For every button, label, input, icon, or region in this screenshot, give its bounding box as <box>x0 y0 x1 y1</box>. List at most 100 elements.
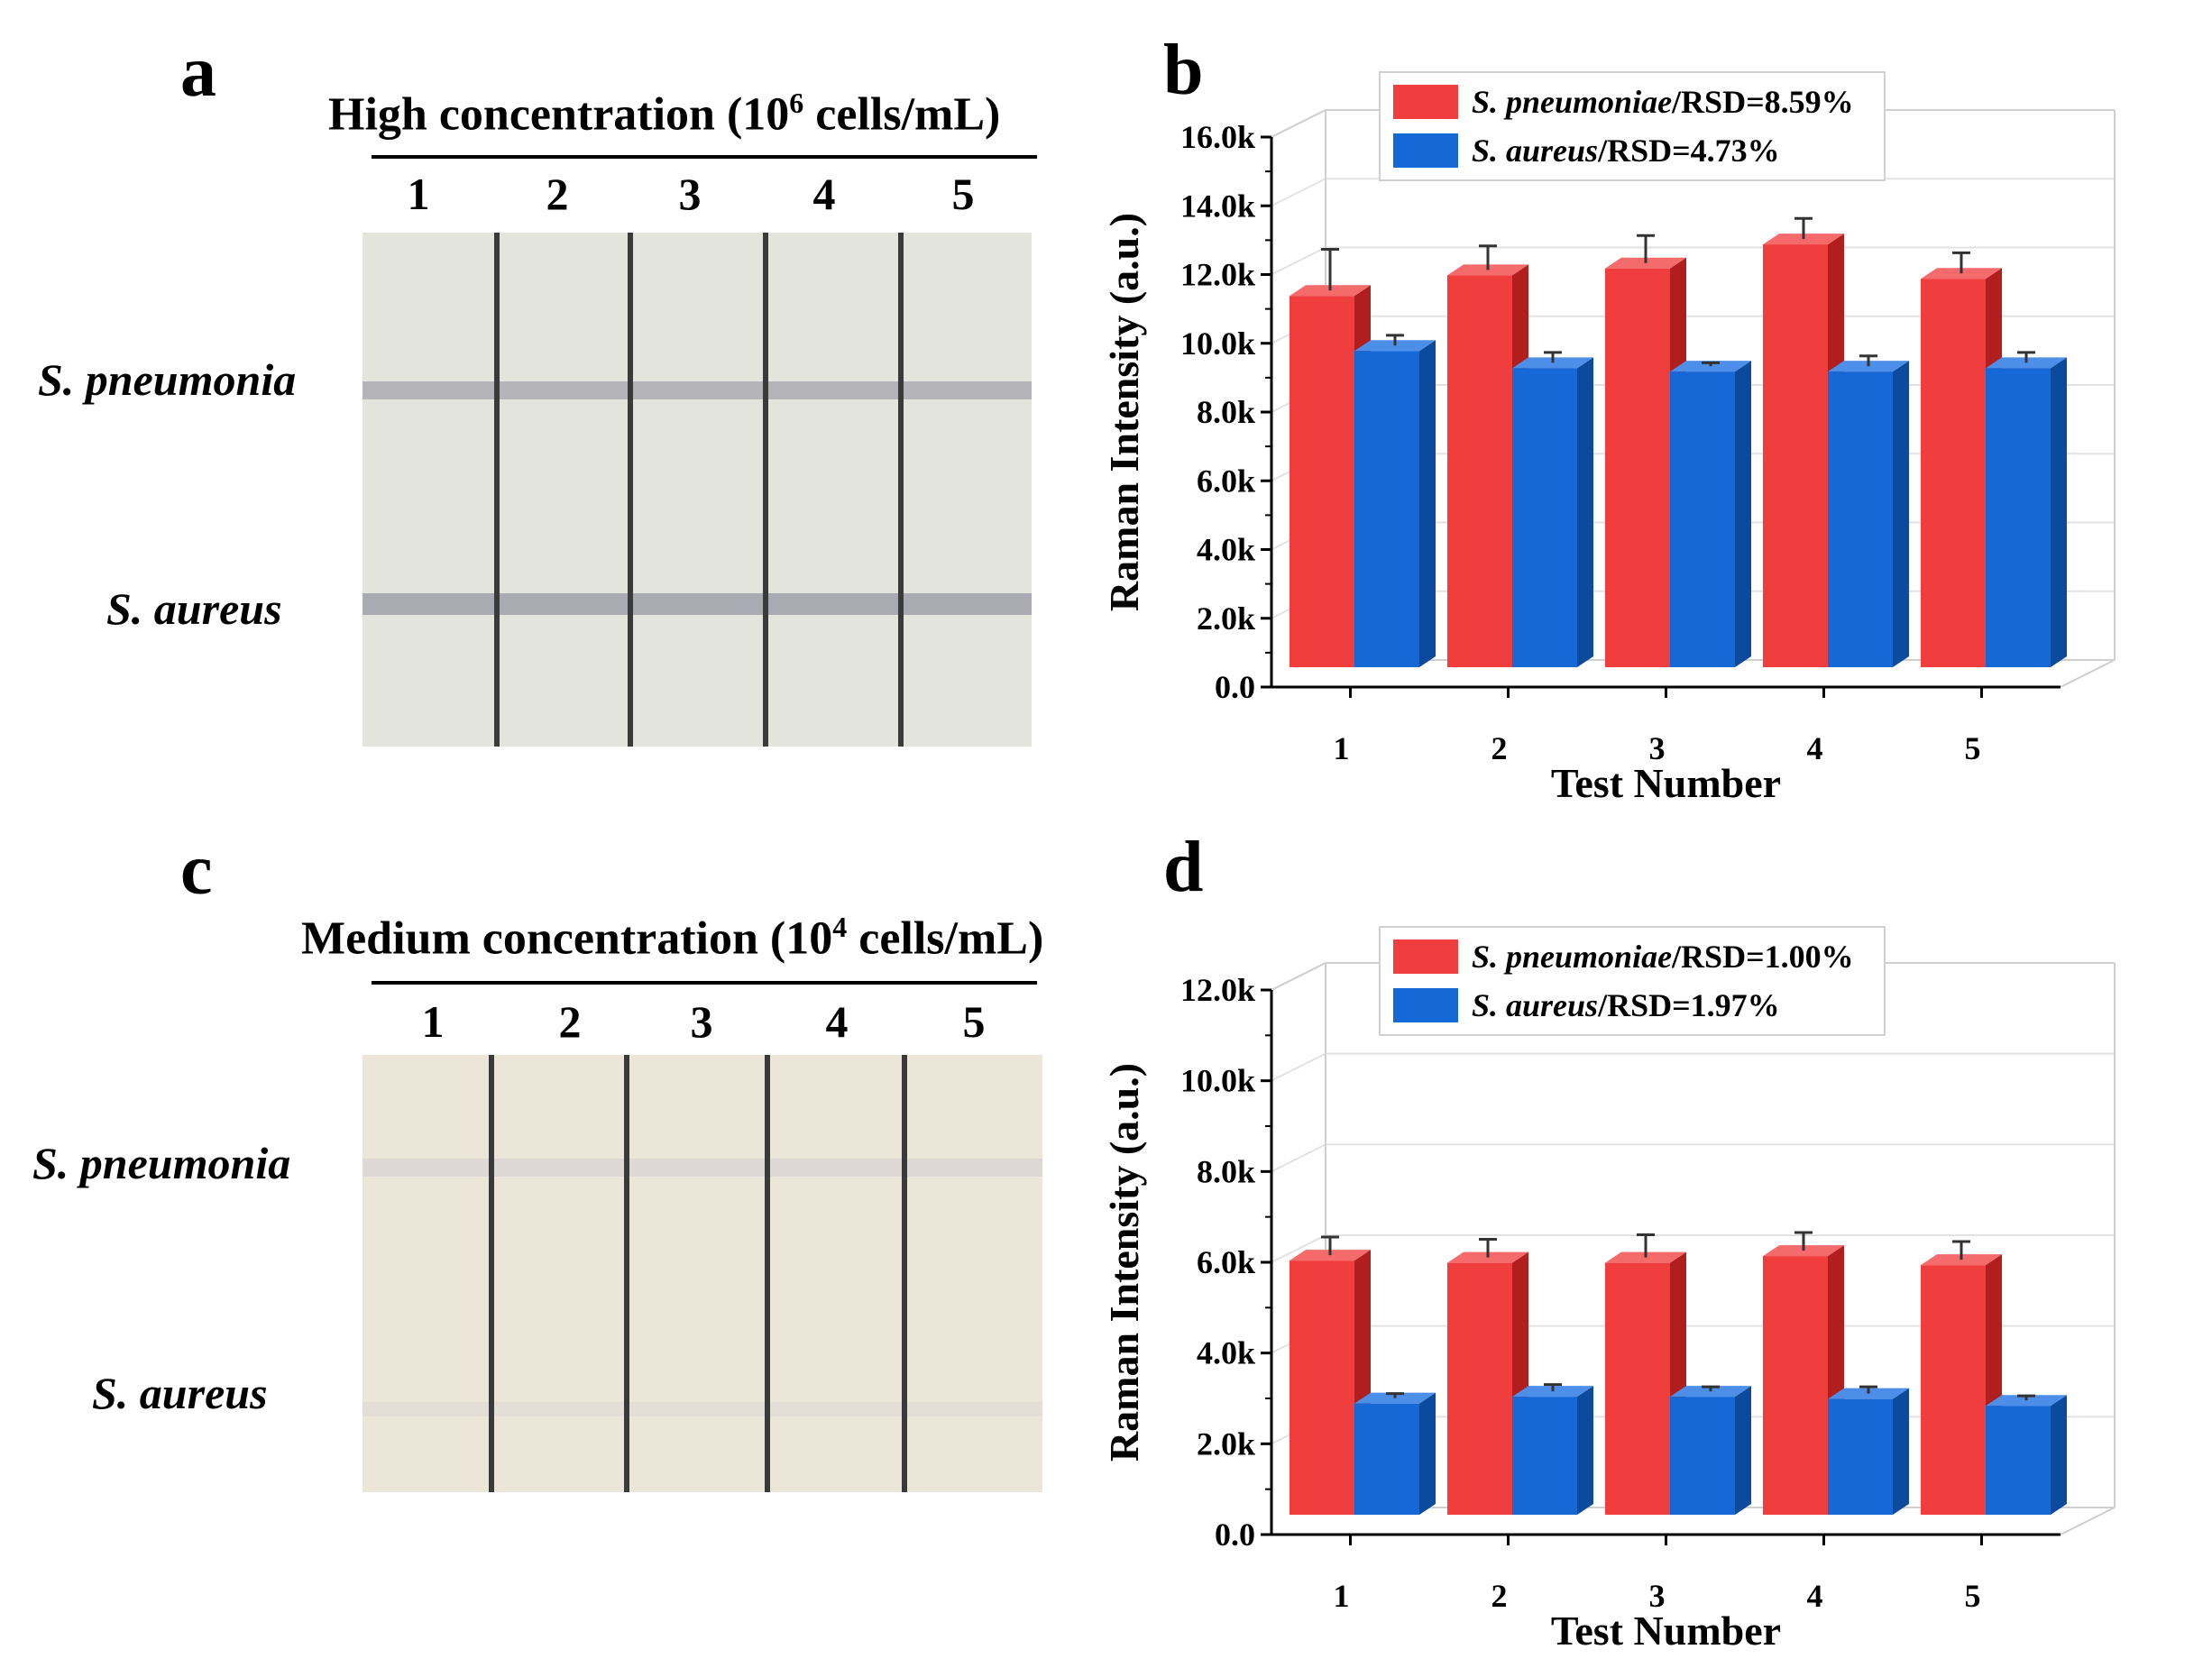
strip-c-row-label-pneumonia: S. pneumonia <box>32 1138 291 1188</box>
legend-swatch <box>1393 988 1458 1022</box>
gridline <box>1271 1143 1326 1173</box>
bar-side-face <box>2051 1395 2067 1515</box>
bar-s-pneumoniae <box>1763 1245 1844 1515</box>
bar-front-face <box>1763 244 1828 667</box>
bar-side-face <box>1577 1386 1593 1515</box>
legend-label: S. pneumoniae/RSD=1.00% <box>1472 939 1854 975</box>
strip-a-divider <box>628 233 633 747</box>
bar-front-face <box>1512 368 1577 667</box>
strip-c-title-sup: 4 <box>832 911 848 943</box>
bar-side-face <box>2051 357 2067 667</box>
legend-label-species: S. aureus <box>1472 987 1598 1023</box>
strip-a-title-end: cells/mL) <box>803 88 1001 141</box>
y-tick-label: 2.0k <box>1197 1425 1255 1462</box>
bar-front-face <box>1447 275 1512 667</box>
bar-front-face <box>1828 371 1893 667</box>
x-axis-label: Test Number <box>1551 760 1781 806</box>
bar-front-face <box>1763 1256 1828 1515</box>
y-tick-label: 6.0k <box>1197 463 1255 499</box>
y-tick-label: 10.0k <box>1180 325 1255 362</box>
side-wall-edge <box>1271 962 1326 991</box>
y-tick-label: 4.0k <box>1197 532 1255 568</box>
strip-c-row-label-aureus: S. aureus <box>92 1368 268 1418</box>
bar-front-face <box>1290 296 1354 667</box>
bar-s-aureus <box>1512 357 1593 667</box>
panel-letter-d: d <box>1163 828 1204 907</box>
bar-s-aureus <box>1670 1386 1751 1515</box>
strip-a-rule <box>372 155 1037 159</box>
panel-letter-a: a <box>180 32 216 112</box>
legend-label-rsd: /RSD=8.59% <box>1671 84 1854 120</box>
legend-label-species: S. pneumoniae <box>1472 939 1672 975</box>
bar-s-pneumoniae <box>1447 1251 1528 1515</box>
gridline <box>1271 1052 1326 1082</box>
bar-front-face <box>1986 1406 2051 1515</box>
strip-c-divider <box>902 1055 907 1492</box>
strip-c-divider <box>489 1055 494 1492</box>
strip-a-divider <box>898 233 904 747</box>
chart-b-svg: 0.0 2.0k 4.0k 6.0k 8.0k 10.0k 12.0k 14.0k 16.0k 1… <box>1101 71 2116 806</box>
y-tick-label: 0.0 <box>1215 1517 1255 1553</box>
bar-s-aureus <box>1354 1392 1436 1515</box>
bar-s-aureus <box>1512 1386 1593 1515</box>
y-tick-label: 6.0k <box>1197 1244 1255 1280</box>
legend-label: S. aureus/RSD=1.97% <box>1472 987 1780 1023</box>
test-strip-c <box>363 1055 1042 1492</box>
x-tick-label: 4 <box>1807 1578 1823 1614</box>
bar-s-aureus <box>1986 357 2067 667</box>
bar-front-face <box>1670 371 1735 667</box>
bar-s-pneumoniae <box>1290 285 1371 667</box>
strip-c-lane-3: 3 <box>690 996 713 1047</box>
bar-side-face <box>1893 361 1909 667</box>
bar-front-face <box>1354 1403 1419 1515</box>
strip-a-divider <box>763 233 768 747</box>
strip-a-lane-4: 4 <box>812 169 836 219</box>
x-tick-label: 4 <box>1807 730 1823 766</box>
strip-a-title-sup: 6 <box>789 87 804 119</box>
strip-a-band-pneumonia <box>363 381 1032 399</box>
strip-a-lane-1: 1 <box>407 169 430 219</box>
legend-swatch <box>1393 939 1458 974</box>
legend-label-species: S. aureus <box>1472 133 1598 169</box>
y-tick-label: 8.0k <box>1197 1153 1255 1189</box>
strip-c-lane-1: 1 <box>421 996 445 1047</box>
bar-s-aureus <box>1986 1395 2067 1515</box>
chart-d: d 0.0 2.0k 4.0k 6.0k 8.0k 10.0k 12.0k 1 2 3 4 5 Test… <box>1082 831 2212 1668</box>
strip-a-title: High concentration (106 cells/mL) <box>328 88 1000 138</box>
test-strip-a <box>363 233 1032 747</box>
legend-box <box>1379 926 1886 1036</box>
legend-label-rsd: /RSD=1.00% <box>1671 939 1854 975</box>
legend-label-rsd: /RSD=4.73% <box>1597 133 1780 169</box>
gridline <box>1271 1234 1326 1263</box>
bar-front-face <box>1605 268 1670 667</box>
strip-c-rule <box>372 981 1037 985</box>
gridline <box>1271 246 1326 276</box>
strip-a-title-main: High concentration (10 <box>328 88 790 141</box>
strip-c-title-main: Medium concentration (10 <box>301 912 833 965</box>
legend-swatch <box>1393 133 1458 168</box>
bar-front-face <box>1354 351 1419 667</box>
x-tick-label: 5 <box>1965 730 1981 766</box>
x-tick-label: 5 <box>1965 1578 1981 1614</box>
legend-label: S. pneumoniae/RSD=8.59% <box>1472 84 1854 120</box>
bar-top-face <box>1447 1251 1528 1263</box>
x-tick-label: 1 <box>1334 730 1350 766</box>
bar-front-face <box>1447 1262 1512 1515</box>
side-wall-edge <box>1271 109 1326 138</box>
bar-s-aureus <box>1354 340 1436 667</box>
bar-front-face <box>1670 1397 1735 1515</box>
y-tick-label: 2.0k <box>1197 600 1255 637</box>
y-tick-label: 12.0k <box>1180 257 1255 293</box>
bar-front-face <box>1512 1397 1577 1515</box>
bar-s-aureus <box>1828 361 1909 667</box>
strip-a-divider <box>494 233 500 747</box>
bar-side-face <box>1419 1392 1436 1515</box>
x-tick-label: 2 <box>1491 1578 1508 1614</box>
floor-edge <box>2060 1507 2116 1535</box>
bar-s-pneumoniae <box>1921 1254 2002 1515</box>
bar-front-face <box>1986 368 2051 667</box>
x-tick-label: 2 <box>1491 730 1508 766</box>
chart-d-svg: 0.0 2.0k 4.0k 6.0k 8.0k 10.0k 12.0k 1 2 3 4 5 Test N… <box>1101 926 2116 1654</box>
strip-c-band-pneumonia <box>363 1159 1042 1177</box>
strip-a-band-aureus <box>363 593 1032 615</box>
